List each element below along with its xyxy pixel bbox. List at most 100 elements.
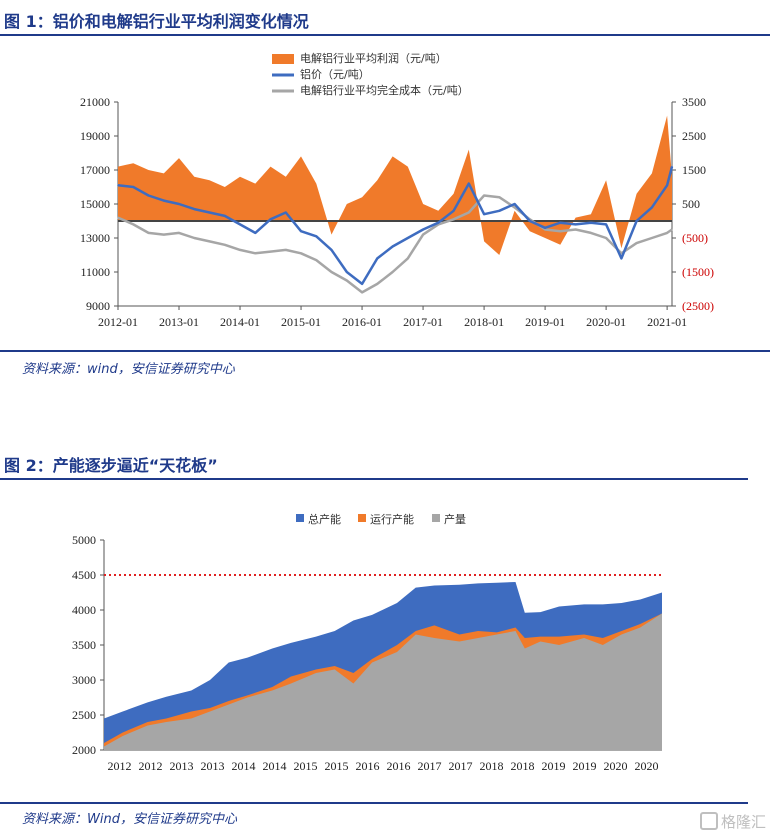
x-tick-label: 2014-01 (220, 315, 260, 329)
price-line-point (193, 208, 196, 210)
price-line-point (132, 186, 135, 188)
y-tick-label: 2000 (72, 743, 96, 757)
figure-1-title: 图 1：铝价和电解铝行业平均利润变化情况 (4, 12, 309, 31)
cost-line-point (346, 279, 348, 282)
price-line-point (391, 245, 394, 248)
price-line-point (437, 221, 440, 224)
x-tick-label: 2017 (449, 759, 473, 773)
price-line-point (666, 184, 668, 187)
legend-label: 电解铝行业平均利润（元/吨） (300, 51, 447, 65)
x-tick-label: 2012 (108, 759, 132, 773)
cost-line-point (468, 211, 470, 214)
price-line-point (422, 228, 424, 231)
cost-line-point (391, 271, 394, 273)
y-left-tick-label: 21000 (80, 95, 110, 109)
price-line-point (117, 184, 119, 187)
x-tick-label: 2012-01 (98, 315, 138, 329)
price-line-point (529, 220, 531, 222)
y-right-tick-label: 500 (682, 197, 700, 211)
price-line-point (590, 221, 592, 224)
cost-line-point (178, 232, 180, 234)
chart-1: 电解铝行业平均利润（元/吨） 铝价（元/吨） 电解铝行业平均完全成本（元/吨） 210… (80, 51, 714, 329)
x-tick-label: 2016 (356, 759, 380, 773)
cost-line-point (163, 233, 165, 236)
y-tick-label: 2500 (72, 708, 96, 722)
x-tick-label: 2019 (573, 759, 597, 773)
y-right-tick-label: 1500 (682, 163, 706, 177)
figure-2-source-rule (0, 802, 748, 804)
cost-line-point (651, 237, 653, 239)
y-right-tick-label: 2500 (682, 129, 706, 143)
y-left-tick-label: 13000 (80, 231, 110, 245)
cost-line-point (300, 252, 302, 255)
x-tick-label: 2020 (604, 759, 628, 773)
figure-2-title-rule (0, 478, 748, 480)
cost-line-point (117, 216, 119, 219)
y-tick-label: 4000 (72, 603, 96, 617)
price-line-point (269, 218, 272, 221)
price-line (117, 166, 674, 286)
x-tick-label: 2012 (139, 759, 163, 773)
y-tick-label: 4500 (72, 568, 96, 582)
watermark: 格隆汇 (699, 811, 766, 832)
y-tick-label: 3500 (72, 638, 96, 652)
cost-line-point (132, 223, 135, 226)
y-left-tick-label: 17000 (80, 163, 110, 177)
price-line-point (147, 194, 150, 197)
watermark-text: 格隆汇 (720, 813, 766, 831)
x-tick-label: 2015-01 (281, 315, 321, 329)
cost-line-point (635, 242, 638, 244)
x-tick-label: 2017-01 (403, 315, 443, 329)
legend-label: 总产能 (308, 512, 341, 526)
price-line-point (620, 257, 623, 260)
cost-line-point (513, 206, 516, 209)
price-line-point (498, 210, 501, 212)
legend-swatch (296, 514, 304, 522)
cost-line-point (544, 228, 546, 231)
cost-line-point (315, 259, 318, 261)
cost-line (117, 194, 673, 294)
y-left-tick-label: 15000 (80, 197, 110, 211)
price-line-point (254, 232, 257, 234)
x-tick-label: 2013-01 (159, 315, 199, 329)
x-tick-label: 2014 (232, 759, 256, 773)
cost-line-point (590, 232, 592, 234)
output-area (104, 613, 662, 750)
price-line-point (224, 215, 226, 217)
price-line-point (208, 211, 211, 214)
cost-line-point (574, 228, 577, 231)
x-tick-label: 2019-01 (525, 315, 565, 329)
x-tick-label: 2020 (635, 759, 659, 773)
x-tick-label: 2013 (201, 759, 225, 773)
y-left-tick-label: 11000 (80, 265, 110, 279)
profit-area (118, 115, 672, 255)
x-tick-label: 2015 (294, 759, 318, 773)
x-tick-label: 2019 (542, 759, 566, 773)
price-line-point (361, 283, 363, 285)
y-right-tick-label: 3500 (682, 95, 706, 109)
cost-line-point (208, 240, 211, 243)
x-tick-label: 2016-01 (342, 315, 382, 329)
x-tick-label: 2017 (418, 759, 442, 773)
x-tick-label: 2015 (325, 759, 349, 773)
x-tick-label: 2020-01 (586, 315, 626, 329)
cost-line-point (452, 218, 455, 221)
price-line-point (239, 223, 241, 226)
price-line-point (178, 203, 180, 205)
y-left-tick-label: 19000 (80, 129, 110, 143)
y-tick-label: 3000 (72, 673, 96, 687)
x-tick-label: 2016 (387, 759, 411, 773)
cost-line-point (671, 228, 673, 231)
cost-line-point (605, 237, 607, 239)
cost-line-point (407, 257, 409, 260)
price-line-point (163, 199, 165, 202)
figure-2-source: 资料来源：Wind，安信证券研究中心 (22, 812, 237, 827)
price-line-point (559, 221, 562, 224)
cost-line-point (193, 237, 196, 239)
cost-line-point (224, 244, 226, 246)
price-line-point (315, 235, 318, 238)
y-tick-label: 5000 (72, 533, 96, 547)
price-line-point (513, 203, 516, 205)
cost-line-point (498, 196, 501, 198)
cost-line-point (330, 271, 333, 273)
